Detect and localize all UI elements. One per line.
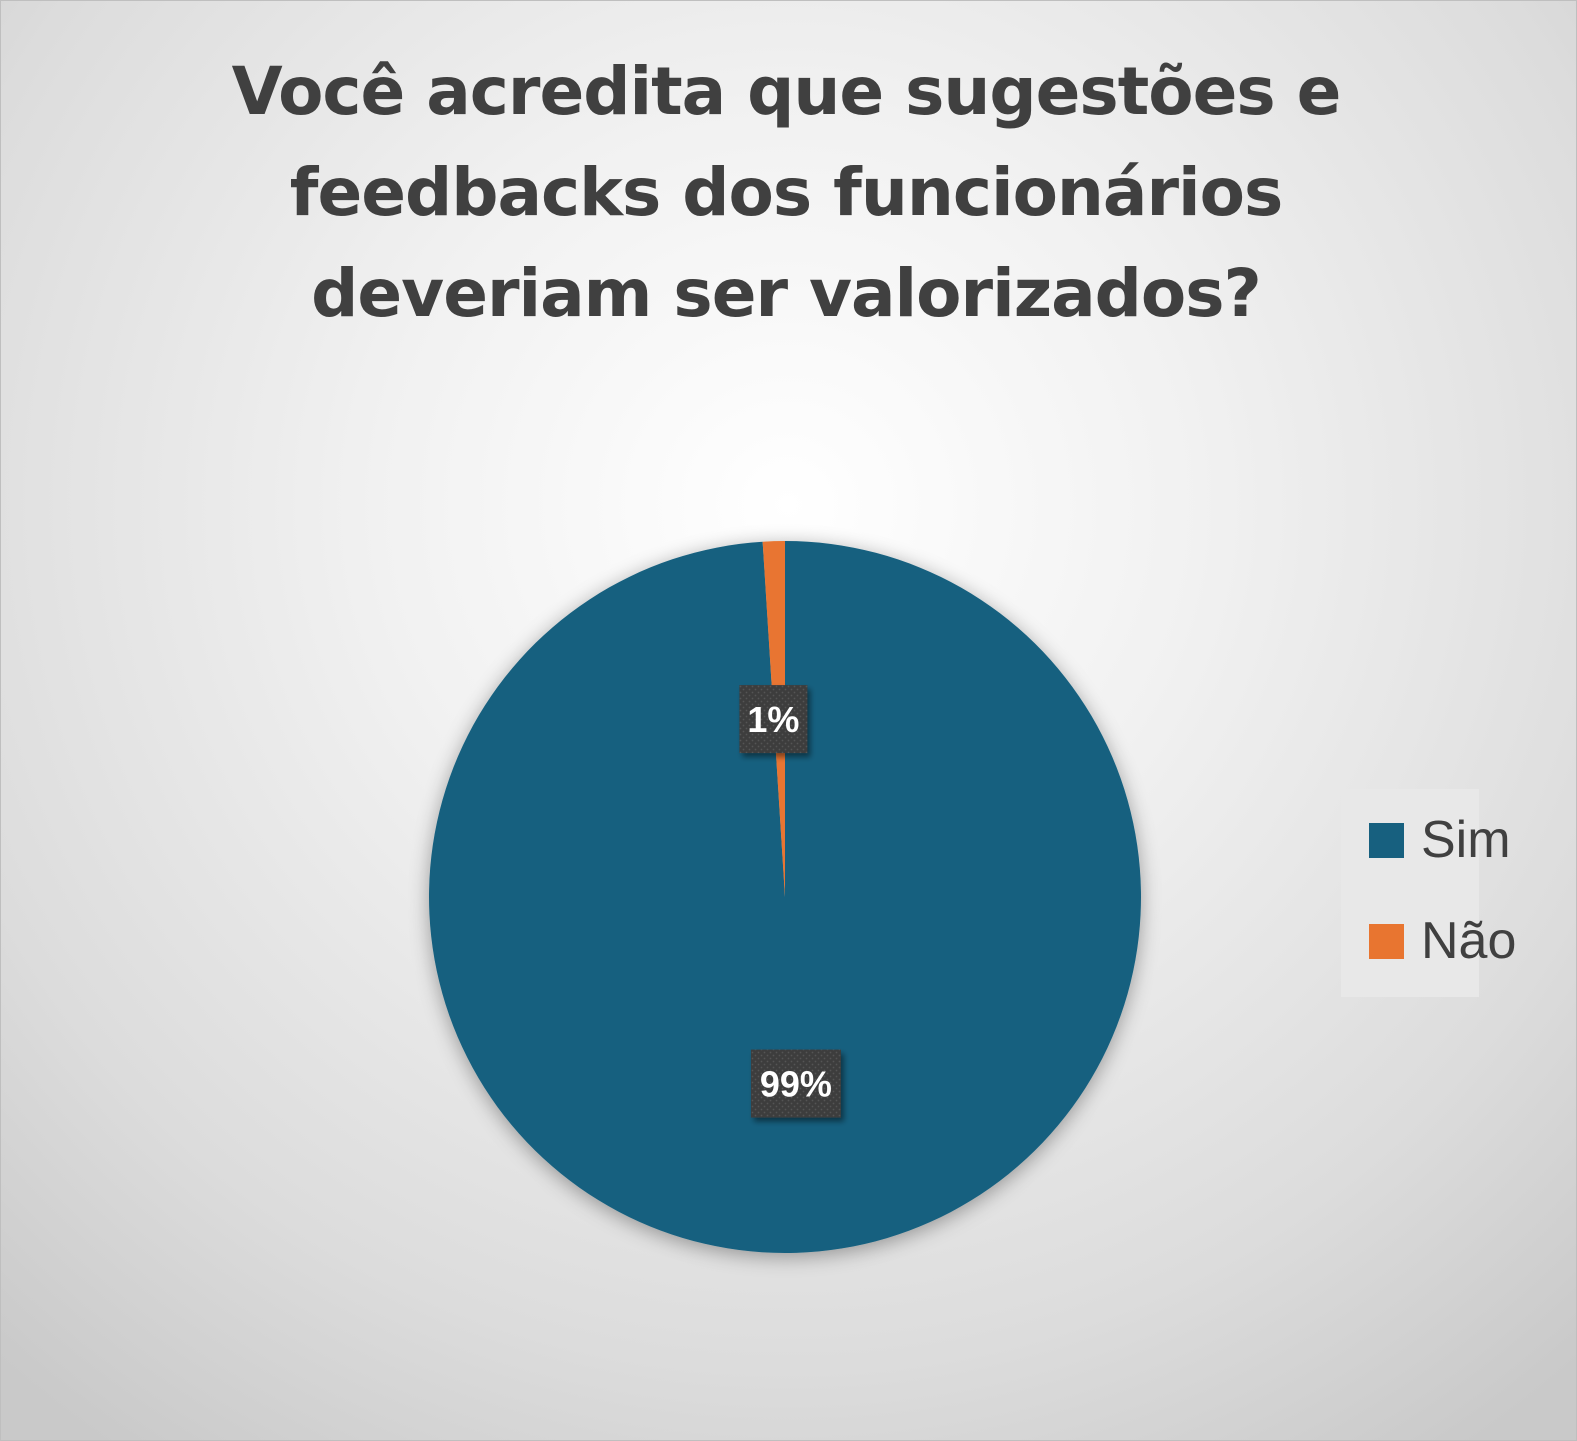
legend-swatch-sim	[1369, 822, 1404, 858]
legend-item-nao: Não	[1369, 911, 1516, 971]
pie-slice-sim	[429, 540, 1142, 1253]
data-label-nao: 1%	[739, 685, 808, 754]
data-label-text: 99%	[760, 1064, 832, 1105]
legend-label-sim: Sim	[1421, 811, 1511, 869]
legend-label-nao: Não	[1421, 912, 1517, 970]
legend: Sim Não	[1341, 789, 1516, 997]
legend-swatch-nao	[1369, 923, 1404, 959]
data-label-box	[750, 1049, 841, 1118]
data-label-sim: 99%	[750, 1049, 841, 1118]
chart-title: Você acredita que sugestões e feedbacks …	[231, 53, 1342, 332]
legend-item-sim: Sim	[1369, 810, 1511, 870]
data-label-box	[739, 685, 808, 754]
data-label-text: 1%	[747, 699, 799, 740]
